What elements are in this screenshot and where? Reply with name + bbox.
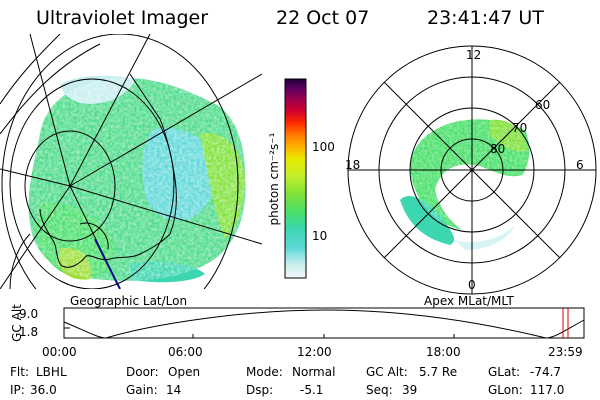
colorbar-tick-10: 10 (312, 229, 328, 243)
status-gain-label: Gain: (126, 383, 158, 397)
status-door-value: Open (168, 365, 201, 379)
status-glon-label: GLon: (488, 383, 523, 397)
status-door-label: Door: (126, 365, 159, 379)
time-tick-1200: 12:00 (297, 345, 332, 359)
status-mode-label: Mode: (246, 365, 283, 379)
time-tick-2359: 23:59 (548, 345, 583, 359)
status-mode-value: Normal (292, 365, 336, 379)
mlat-label-70: 70 (512, 121, 528, 135)
mlt-label-6: 6 (576, 158, 584, 172)
mlt-label-0: 0 (468, 278, 476, 292)
date-label: 22 Oct 07 (276, 7, 370, 29)
status-seq-label: Seq: (366, 383, 393, 397)
status-dsp-label: Dsp: (246, 383, 274, 397)
status-seq-value: 39 (402, 383, 418, 397)
altitude-plot (63, 307, 585, 339)
status-dsp-value: -5.1 (300, 383, 324, 397)
status-gcalt-value: 5.7 Re (419, 365, 458, 379)
status-glon-value: 117.0 (530, 383, 565, 397)
colorbar (284, 78, 307, 279)
mlt-label-12: 12 (466, 48, 482, 62)
status-ip-value: 36.0 (30, 383, 57, 397)
geographic-image (0, 34, 262, 289)
instrument-title: Ultraviolet Imager (36, 7, 209, 29)
alt-tick-1-8: 1.8 (19, 325, 39, 339)
mlat-label-80: 80 (490, 142, 506, 156)
mlt-label-18: 18 (345, 158, 361, 172)
mlat-label-60: 60 (535, 98, 551, 112)
status-gain-value: 14 (166, 383, 182, 397)
alt-tick-9: 9.0 (19, 307, 39, 321)
time-tick-0600: 06:00 (168, 345, 203, 359)
right-panel-label: Apex MLat/MLT (424, 294, 514, 308)
status-gcalt-label: GC Alt: (366, 365, 408, 379)
time-tick-1800: 18:00 (426, 345, 461, 359)
polar-plot (347, 45, 597, 295)
status-flt-label: Flt: (10, 365, 29, 379)
status-flt-value: LBHL (36, 365, 67, 379)
colorbar-unit-label: photon cm⁻²s⁻¹ (267, 132, 281, 226)
status-glat-value: -74.7 (530, 365, 562, 379)
time-label: 23:41:47 UT (427, 7, 544, 29)
time-tick-0000: 00:00 (42, 345, 77, 359)
left-panel-label: Geographic Lat/Lon (70, 294, 188, 308)
status-glat-label: GLat: (488, 365, 521, 379)
status-ip-label: IP: (10, 383, 25, 397)
colorbar-tick-100: 100 (312, 140, 335, 154)
